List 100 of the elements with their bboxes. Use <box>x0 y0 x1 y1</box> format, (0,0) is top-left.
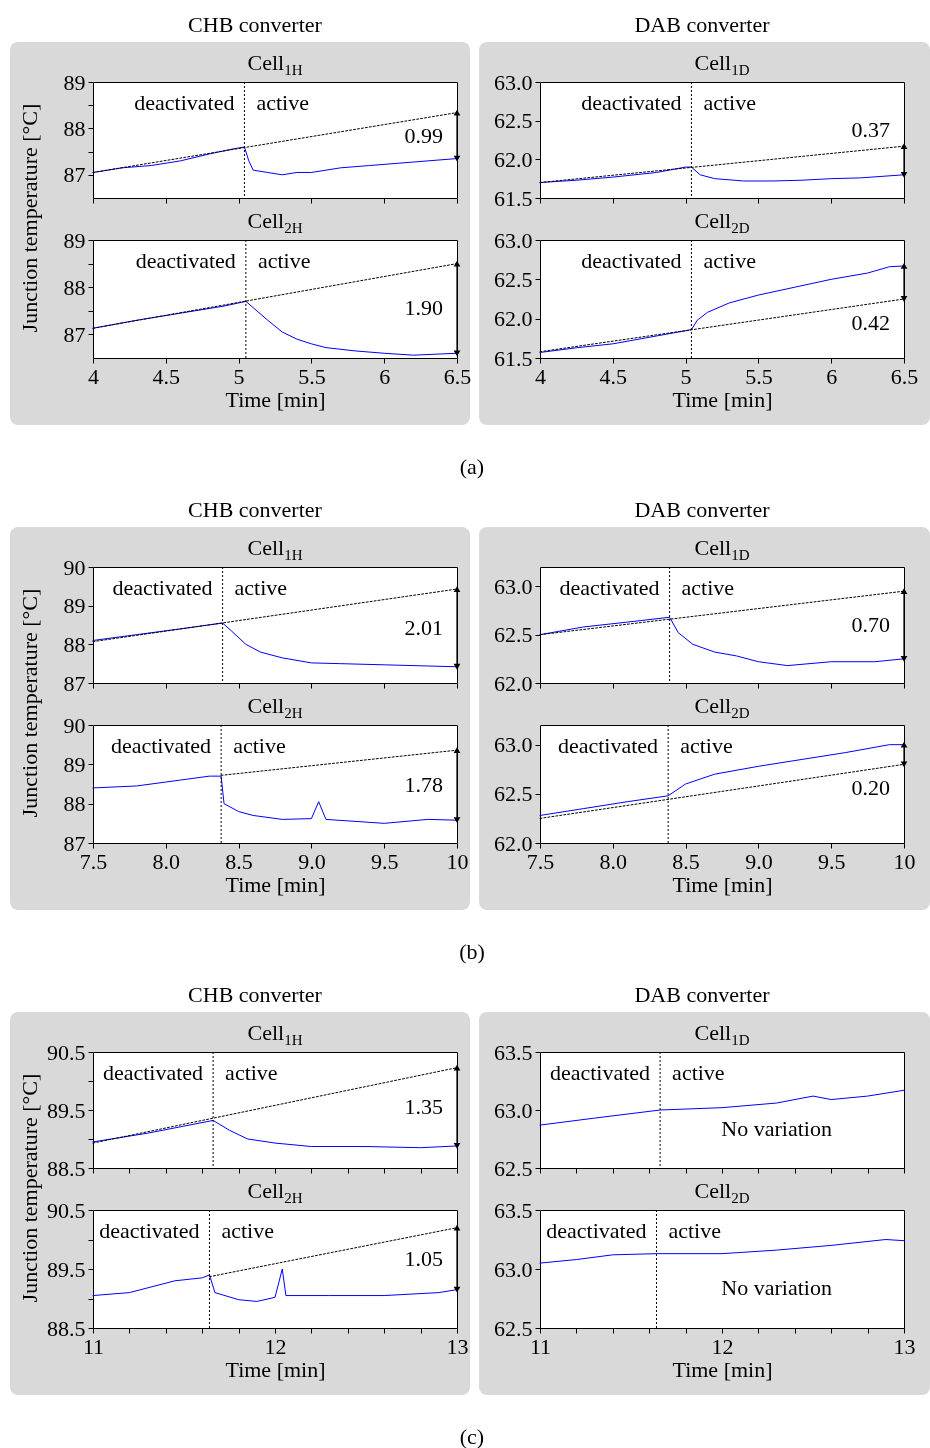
annotation: 0.20 <box>851 775 890 801</box>
y-axis-title: Junction temperature [°C] <box>17 1072 43 1305</box>
y-axis-title: Junction temperature [°C] <box>17 587 43 820</box>
chart-title: DAB converter <box>633 497 771 523</box>
x-tick-label: 12 <box>264 1333 287 1359</box>
annotation: active <box>233 733 286 758</box>
x-tick-label: 6.5 <box>443 363 472 389</box>
x-tick-label: 6 <box>826 363 838 389</box>
annotation: 1.35 <box>404 1093 443 1119</box>
x-tick-label: 4.5 <box>599 363 628 389</box>
chart-title: Cell$_{2D}$ <box>693 1178 751 1206</box>
annotation: active <box>681 575 735 600</box>
annotation: deactivated <box>134 90 235 115</box>
chart-subtitle: Cell$_{1D}$ <box>693 50 751 78</box>
y-tick-label: 63.0 <box>494 227 533 253</box>
chart-title: DAB converter <box>633 12 771 38</box>
y-tick-label: 62.5 <box>494 1315 533 1341</box>
annotation: deactivated <box>110 733 212 758</box>
annotation: 0.42 <box>851 310 890 335</box>
y-tick-label: 88 <box>63 274 86 300</box>
y-tick-label: 89.5 <box>47 1097 86 1123</box>
chart-title: CHB converter <box>187 982 323 1008</box>
x-tick-label: 5.5 <box>745 363 773 389</box>
y-tick-label: 90.5 <box>47 1039 86 1065</box>
annotation: active <box>257 248 311 273</box>
y-tick-label: 89 <box>63 69 86 95</box>
x-tick-label: 4 <box>535 363 546 389</box>
x-tick-label: 8.0 <box>599 848 628 874</box>
annotation: deactivated <box>99 1218 200 1243</box>
y-tick-label: 88 <box>63 631 86 657</box>
annotation: deactivated <box>581 248 682 273</box>
x-axis-title: Time [min] <box>225 386 326 412</box>
chart-subtitle: Cell$_{1H}$ <box>246 535 304 563</box>
x-tick-label: 13 <box>446 1333 469 1359</box>
annotation: 0.99 <box>404 122 443 148</box>
chart-title: CHB converter <box>187 497 323 523</box>
y-tick-label: 63.5 <box>494 1039 533 1065</box>
annotation: deactivated <box>102 1060 204 1085</box>
chart-title: Cell$_{2D}$ <box>693 208 751 236</box>
chart-subtitle: Cell$_{1D}$ <box>693 1020 751 1048</box>
y-axis-title: Junction temperature [°C] <box>17 102 43 335</box>
x-tick-label: 5 <box>233 363 245 389</box>
x-tick-label: 9.0 <box>298 848 326 874</box>
y-tick-label: 89.5 <box>47 1256 86 1282</box>
y-tick-label: 89 <box>63 751 86 777</box>
x-tick-label: 5 <box>680 363 692 389</box>
x-tick-label: 9.5 <box>370 848 399 874</box>
x-tick-label: 5.5 <box>298 363 326 389</box>
y-tick-label: 63.5 <box>494 1197 533 1223</box>
chart-subtitle: Cell$_{1H}$ <box>246 50 304 78</box>
annotation: deactivated <box>549 1060 651 1085</box>
annotation: 1.05 <box>404 1245 443 1271</box>
annotation: active <box>703 90 756 115</box>
x-tick-label: 6 <box>379 363 391 389</box>
y-tick-label: 61.5 <box>494 345 533 371</box>
annotation: active <box>703 248 756 273</box>
y-tick-label: 88.5 <box>47 1155 86 1181</box>
y-tick-label: 87 <box>63 162 86 188</box>
chart-title: Cell$_{2D}$ <box>693 693 751 721</box>
chart-title: CHB converter <box>187 12 323 38</box>
y-tick-label: 87 <box>63 670 86 696</box>
x-tick-label: 6.5 <box>890 363 919 389</box>
annotation: 1.78 <box>404 772 443 798</box>
x-tick-label: 12 <box>711 1333 734 1359</box>
annotation: No variation <box>721 1115 832 1141</box>
annotation: 0.37 <box>851 117 890 143</box>
annotation: deactivated <box>112 575 213 600</box>
x-tick-label: 13 <box>893 1333 916 1359</box>
y-tick-label: 61.5 <box>494 185 533 211</box>
x-tick-label: 4 <box>88 363 99 389</box>
x-tick-label: 8.5 <box>672 848 700 874</box>
y-tick-label: 88.5 <box>47 1315 86 1341</box>
x-tick-label: 10 <box>446 848 469 874</box>
annotation: deactivated <box>546 1218 647 1243</box>
annotation: active <box>680 733 733 758</box>
annotation: active <box>234 575 288 600</box>
chart-title: Cell$_{2H}$ <box>246 1178 304 1206</box>
annotation: active <box>221 1218 275 1243</box>
x-axis-title: Time [min] <box>225 1356 326 1382</box>
x-tick-label: 4.5 <box>152 363 181 389</box>
y-tick-label: 62.0 <box>494 670 533 696</box>
y-tick-label: 62.5 <box>494 1155 533 1181</box>
chart-title: DAB converter <box>633 982 771 1008</box>
annotation: deactivated <box>581 90 682 115</box>
annotation: 1.90 <box>404 295 443 321</box>
x-tick-label: 8.0 <box>152 848 181 874</box>
x-tick-label: 8.5 <box>225 848 253 874</box>
x-axis-title: Time [min] <box>672 386 773 412</box>
y-tick-label: 87 <box>63 321 86 347</box>
chart-title: Cell$_{2H}$ <box>246 693 304 721</box>
chart-title: Cell$_{2H}$ <box>246 208 304 236</box>
y-tick-label: 90 <box>63 712 86 738</box>
annotation: deactivated <box>557 733 659 758</box>
y-tick-label: 90 <box>63 554 86 580</box>
y-tick-label: 63.0 <box>494 732 533 758</box>
y-tick-label: 62.5 <box>494 622 533 648</box>
x-tick-label: 9.0 <box>745 848 773 874</box>
chart-subtitle: Cell$_{1H}$ <box>246 1020 304 1048</box>
x-axis-title: Time [min] <box>225 871 326 897</box>
text: (c) <box>458 1424 486 1448</box>
